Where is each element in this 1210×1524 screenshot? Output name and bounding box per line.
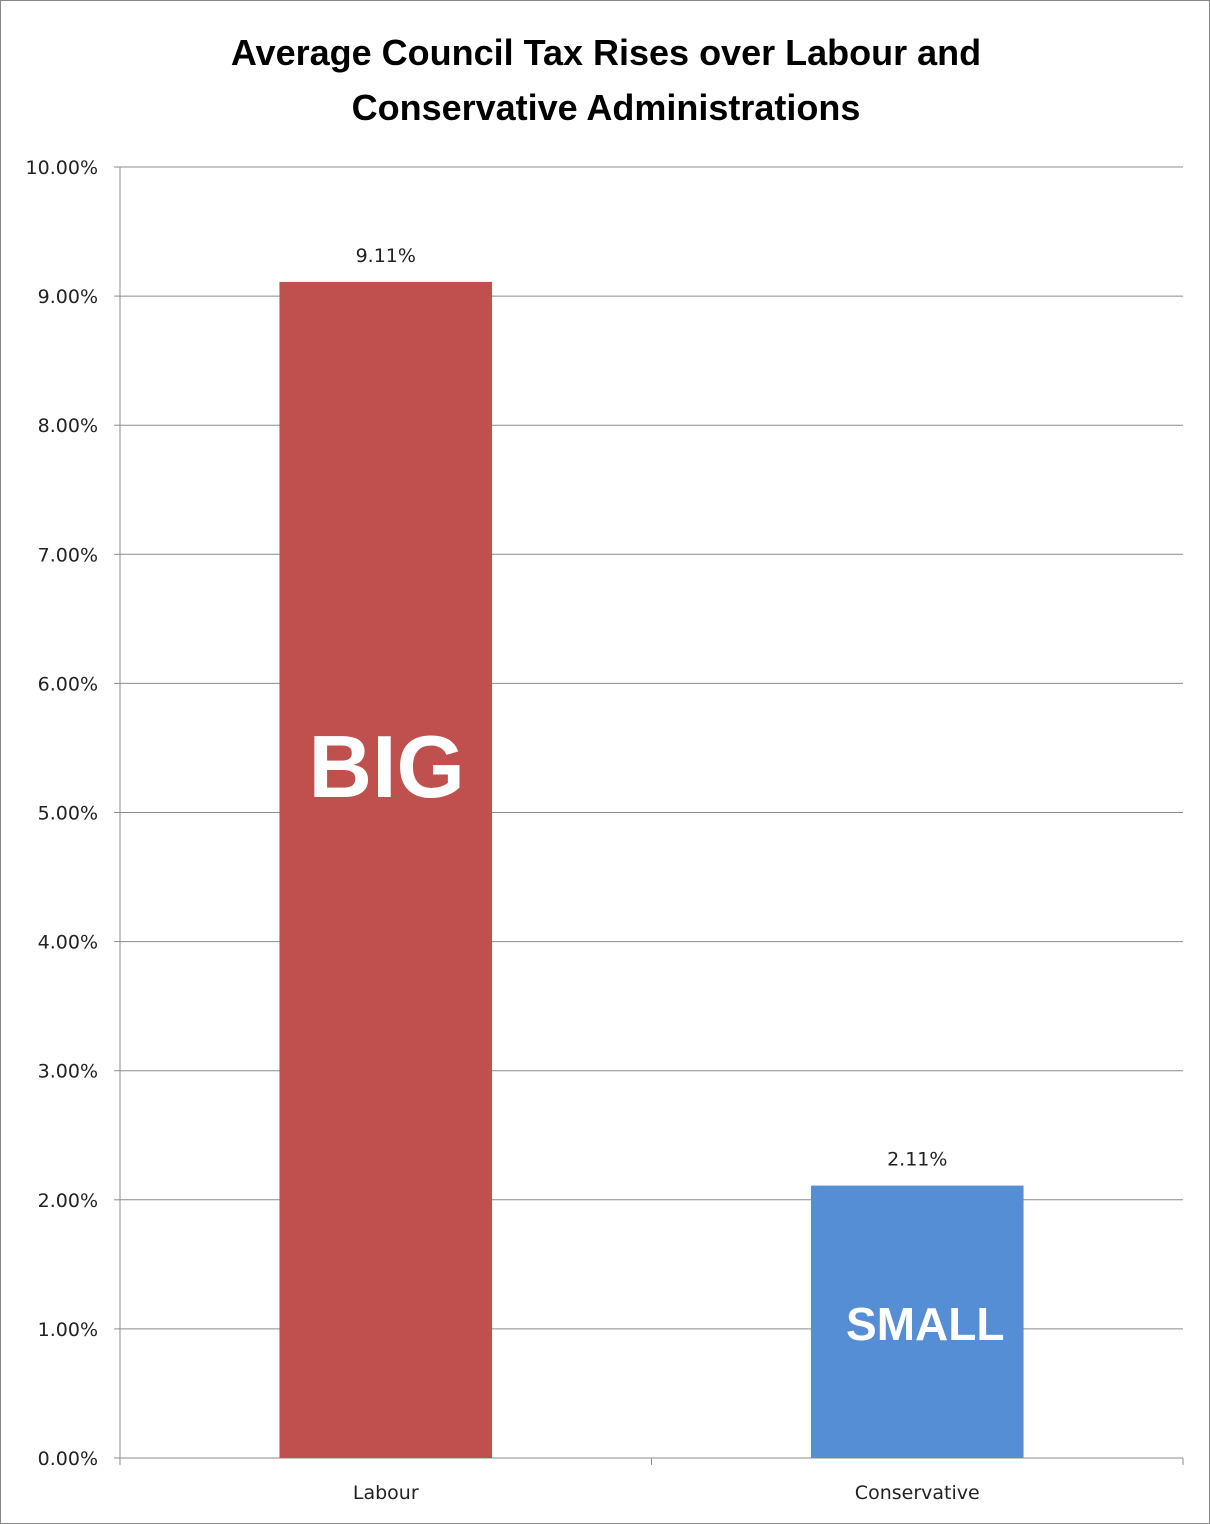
bar-labour xyxy=(279,281,493,1459)
y-tick-label: 10.00% xyxy=(26,157,98,179)
y-tick-label: 2.00% xyxy=(38,1190,98,1212)
category-label: Conservative xyxy=(855,1482,980,1504)
y-tick-label: 1.00% xyxy=(38,1319,98,1341)
y-tick-label: 7.00% xyxy=(38,544,98,566)
overlay-label: SMALL xyxy=(846,1298,1004,1350)
labels: 0.00% 1.00% 2.00% 3.00% 4.00% 5.00% 6.00% 7.00%… xyxy=(26,157,1005,1504)
y-tick-label: 6.00% xyxy=(38,673,98,695)
category-label: Labour xyxy=(353,1482,419,1504)
bar-conservative xyxy=(810,1185,1024,1458)
y-tick-label: 4.00% xyxy=(38,932,98,954)
y-tick-label: 3.00% xyxy=(38,1061,98,1083)
bars xyxy=(279,281,1024,1459)
chart-title-line-2: Conservative Administrations xyxy=(352,87,861,128)
y-tick-label: 5.00% xyxy=(38,803,98,825)
y-tick-label: 8.00% xyxy=(38,415,98,437)
y-tick-label: 9.00% xyxy=(38,286,98,308)
chart-title-line-1: Average Council Tax Rises over Labour an… xyxy=(231,32,981,73)
data-label: 9.11% xyxy=(356,245,416,267)
y-tick-label: 0.00% xyxy=(38,1448,98,1470)
data-label: 2.11% xyxy=(887,1149,947,1171)
overlay-label: BIG xyxy=(309,717,465,816)
